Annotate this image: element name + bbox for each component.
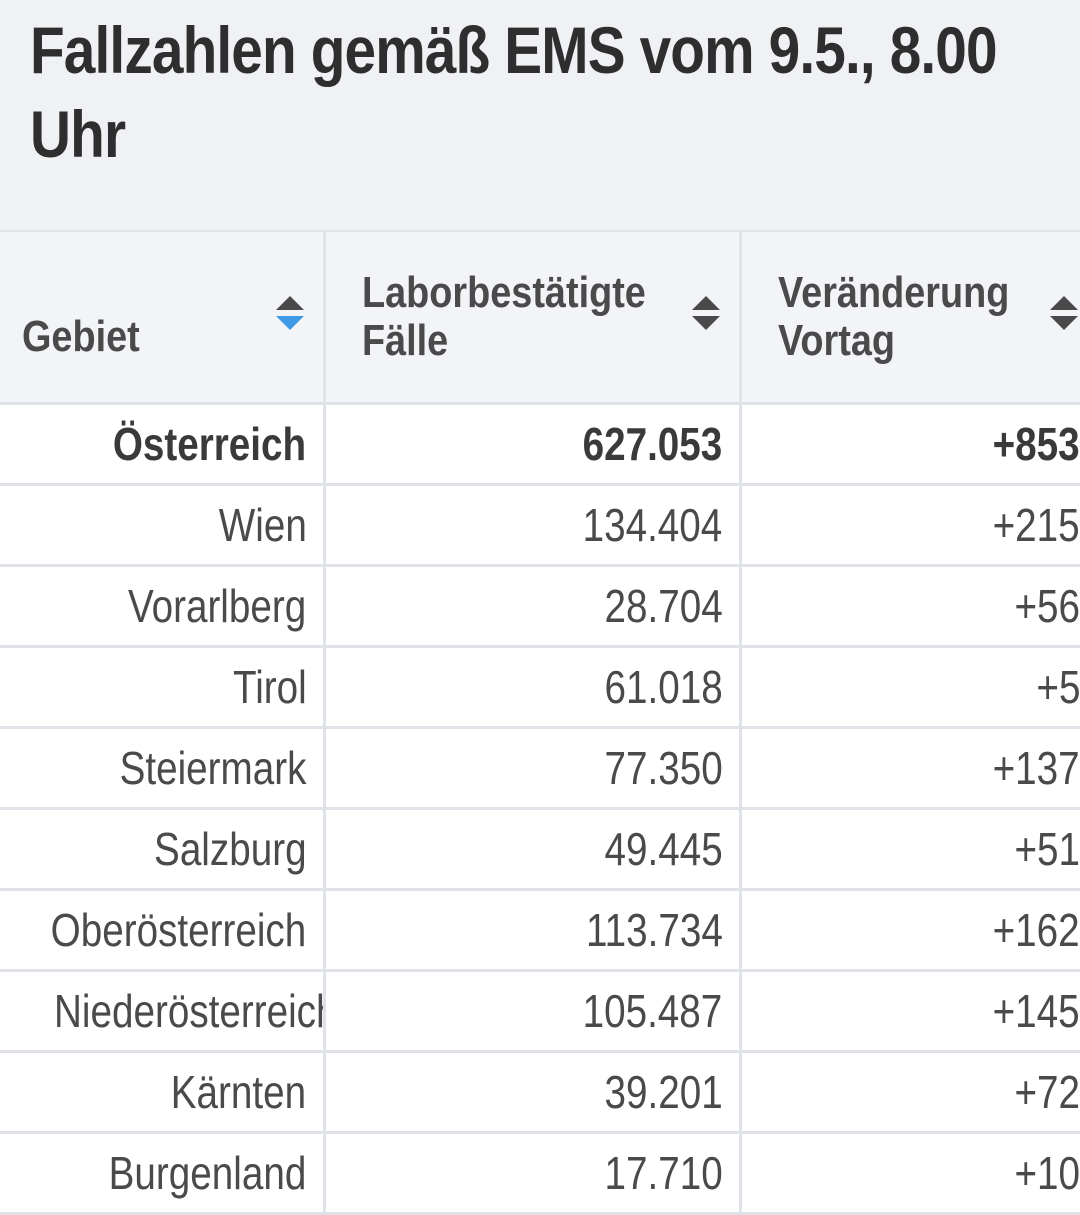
cell-gebiet: Tirol (0, 646, 326, 729)
page-title: Fallzahlen gemäß EMS vom 9.5., 8.00 Uhr (30, 13, 998, 171)
cell-veraenderung: +56 (740, 565, 1080, 648)
table-row: Vorarlberg 28.704 +56 (0, 565, 1080, 648)
table-row: Wien 134.404 +215 (0, 484, 1080, 567)
cell-faelle-text: 113.734 (585, 904, 723, 956)
cell-faelle-text: 77.350 (604, 742, 723, 794)
cell-faelle-text: 49.445 (604, 823, 723, 875)
column-header-faelle[interactable]: Laborbestätigte Fälle (324, 232, 742, 405)
cell-faelle-text: 39.201 (604, 1066, 723, 1118)
column-header-label: Gebiet (22, 312, 140, 361)
title-block: Fallzahlen gemäß EMS vom 9.5., 8.00 Uhr (0, 0, 1080, 232)
cell-gebiet-text: Steiermark (119, 742, 307, 794)
cell-veraenderung: +72 (740, 1051, 1080, 1134)
table-row: Burgenland 17.710 +10 (0, 1132, 1080, 1215)
cell-veraenderung-text: +853 (992, 418, 1080, 470)
cell-gebiet: Wien (0, 484, 326, 567)
column-header-veraenderung[interactable]: Veränderung Vortag (740, 232, 1080, 405)
table-body: Österreich 627.053 +853 Wien 134.404 +215 Vora… (0, 403, 1080, 1215)
cell-faelle: 17.710 (324, 1132, 742, 1215)
cell-faelle: 28.704 (324, 565, 742, 648)
header-row: Gebiet Laborbestätigte Fälle (0, 232, 1080, 405)
cell-veraenderung-text: +215 (992, 499, 1080, 551)
cell-gebiet-text: Wien (218, 499, 307, 551)
cell-veraenderung-text: +137 (992, 742, 1080, 794)
cell-gebiet-text: Salzburg (153, 823, 307, 875)
column-header-label: Laborbestätigte Fälle (361, 268, 646, 365)
cell-veraenderung-text: +5 (1035, 661, 1080, 713)
cell-gebiet: Oberösterreich (0, 889, 326, 972)
cell-gebiet: Vorarlberg (0, 565, 326, 648)
table-header: Gebiet Laborbestätigte Fälle (0, 232, 1080, 405)
table-row: Oberösterreich 113.734 +162 (0, 889, 1080, 972)
cell-faelle: 61.018 (324, 646, 742, 729)
cell-gebiet-text: Kärnten (171, 1066, 307, 1118)
cell-faelle-text: 28.704 (604, 580, 723, 632)
cell-gebiet: Österreich (0, 403, 326, 486)
cases-table: Gebiet Laborbestätigte Fälle (0, 232, 1080, 1215)
cell-veraenderung-text: +10 (1014, 1147, 1080, 1199)
cell-faelle-text: 61.018 (604, 661, 723, 713)
cell-gebiet-text: Österreich (113, 418, 307, 470)
column-header-gebiet[interactable]: Gebiet (0, 232, 326, 405)
table-row: Kärnten 39.201 +72 (0, 1051, 1080, 1134)
cell-gebiet: Kärnten (0, 1051, 326, 1134)
cell-gebiet-text: Vorarlberg (128, 580, 307, 632)
cell-gebiet: Niederösterreich (0, 970, 326, 1053)
cell-faelle-text: 627.053 (582, 418, 723, 470)
table-row: Niederösterreich 105.487 +145 (0, 970, 1080, 1053)
cell-veraenderung: +137 (740, 727, 1080, 810)
cell-veraenderung-text: +56 (1014, 580, 1080, 632)
cell-faelle: 77.350 (324, 727, 742, 810)
sort-updown-icon[interactable] (690, 294, 722, 334)
cell-faelle: 627.053 (324, 403, 742, 486)
cell-veraenderung: +162 (740, 889, 1080, 972)
cell-veraenderung-text: +72 (1014, 1066, 1080, 1118)
cell-veraenderung: +10 (740, 1132, 1080, 1215)
cell-gebiet: Salzburg (0, 808, 326, 891)
cell-faelle: 39.201 (324, 1051, 742, 1134)
cell-faelle: 105.487 (324, 970, 742, 1053)
table-row: Tirol 61.018 +5 (0, 646, 1080, 729)
table-row: Steiermark 77.350 +137 (0, 727, 1080, 810)
cell-faelle: 113.734 (324, 889, 742, 972)
cell-veraenderung-text: +145 (992, 985, 1080, 1037)
table-row: Salzburg 49.445 +51 (0, 808, 1080, 891)
cell-gebiet-text: Burgenland (108, 1147, 307, 1199)
cell-gebiet: Burgenland (0, 1132, 326, 1215)
cell-faelle-text: 17.710 (604, 1147, 723, 1199)
cell-veraenderung-text: +51 (1014, 823, 1080, 875)
sort-updown-icon[interactable] (274, 294, 306, 334)
table-row: Österreich 627.053 +853 (0, 403, 1080, 486)
cell-gebiet-text: Oberösterreich (50, 904, 307, 956)
cell-gebiet: Steiermark (0, 727, 326, 810)
column-header-label: Veränderung Vortag (777, 268, 1009, 365)
cell-veraenderung: +145 (740, 970, 1080, 1053)
cell-faelle: 134.404 (324, 484, 742, 567)
sort-updown-icon[interactable] (1048, 294, 1080, 334)
cell-faelle: 49.445 (324, 808, 742, 891)
cell-veraenderung: +51 (740, 808, 1080, 891)
cell-veraenderung: +5 (740, 646, 1080, 729)
cell-gebiet-text: Niederösterreich (53, 985, 324, 1037)
cell-veraenderung-text: +162 (992, 904, 1080, 956)
cell-faelle-text: 105.487 (582, 985, 723, 1037)
cell-gebiet-text: Tirol (232, 661, 307, 713)
cell-veraenderung: +215 (740, 484, 1080, 567)
cell-veraenderung: +853 (740, 403, 1080, 486)
cell-faelle-text: 134.404 (582, 499, 723, 551)
